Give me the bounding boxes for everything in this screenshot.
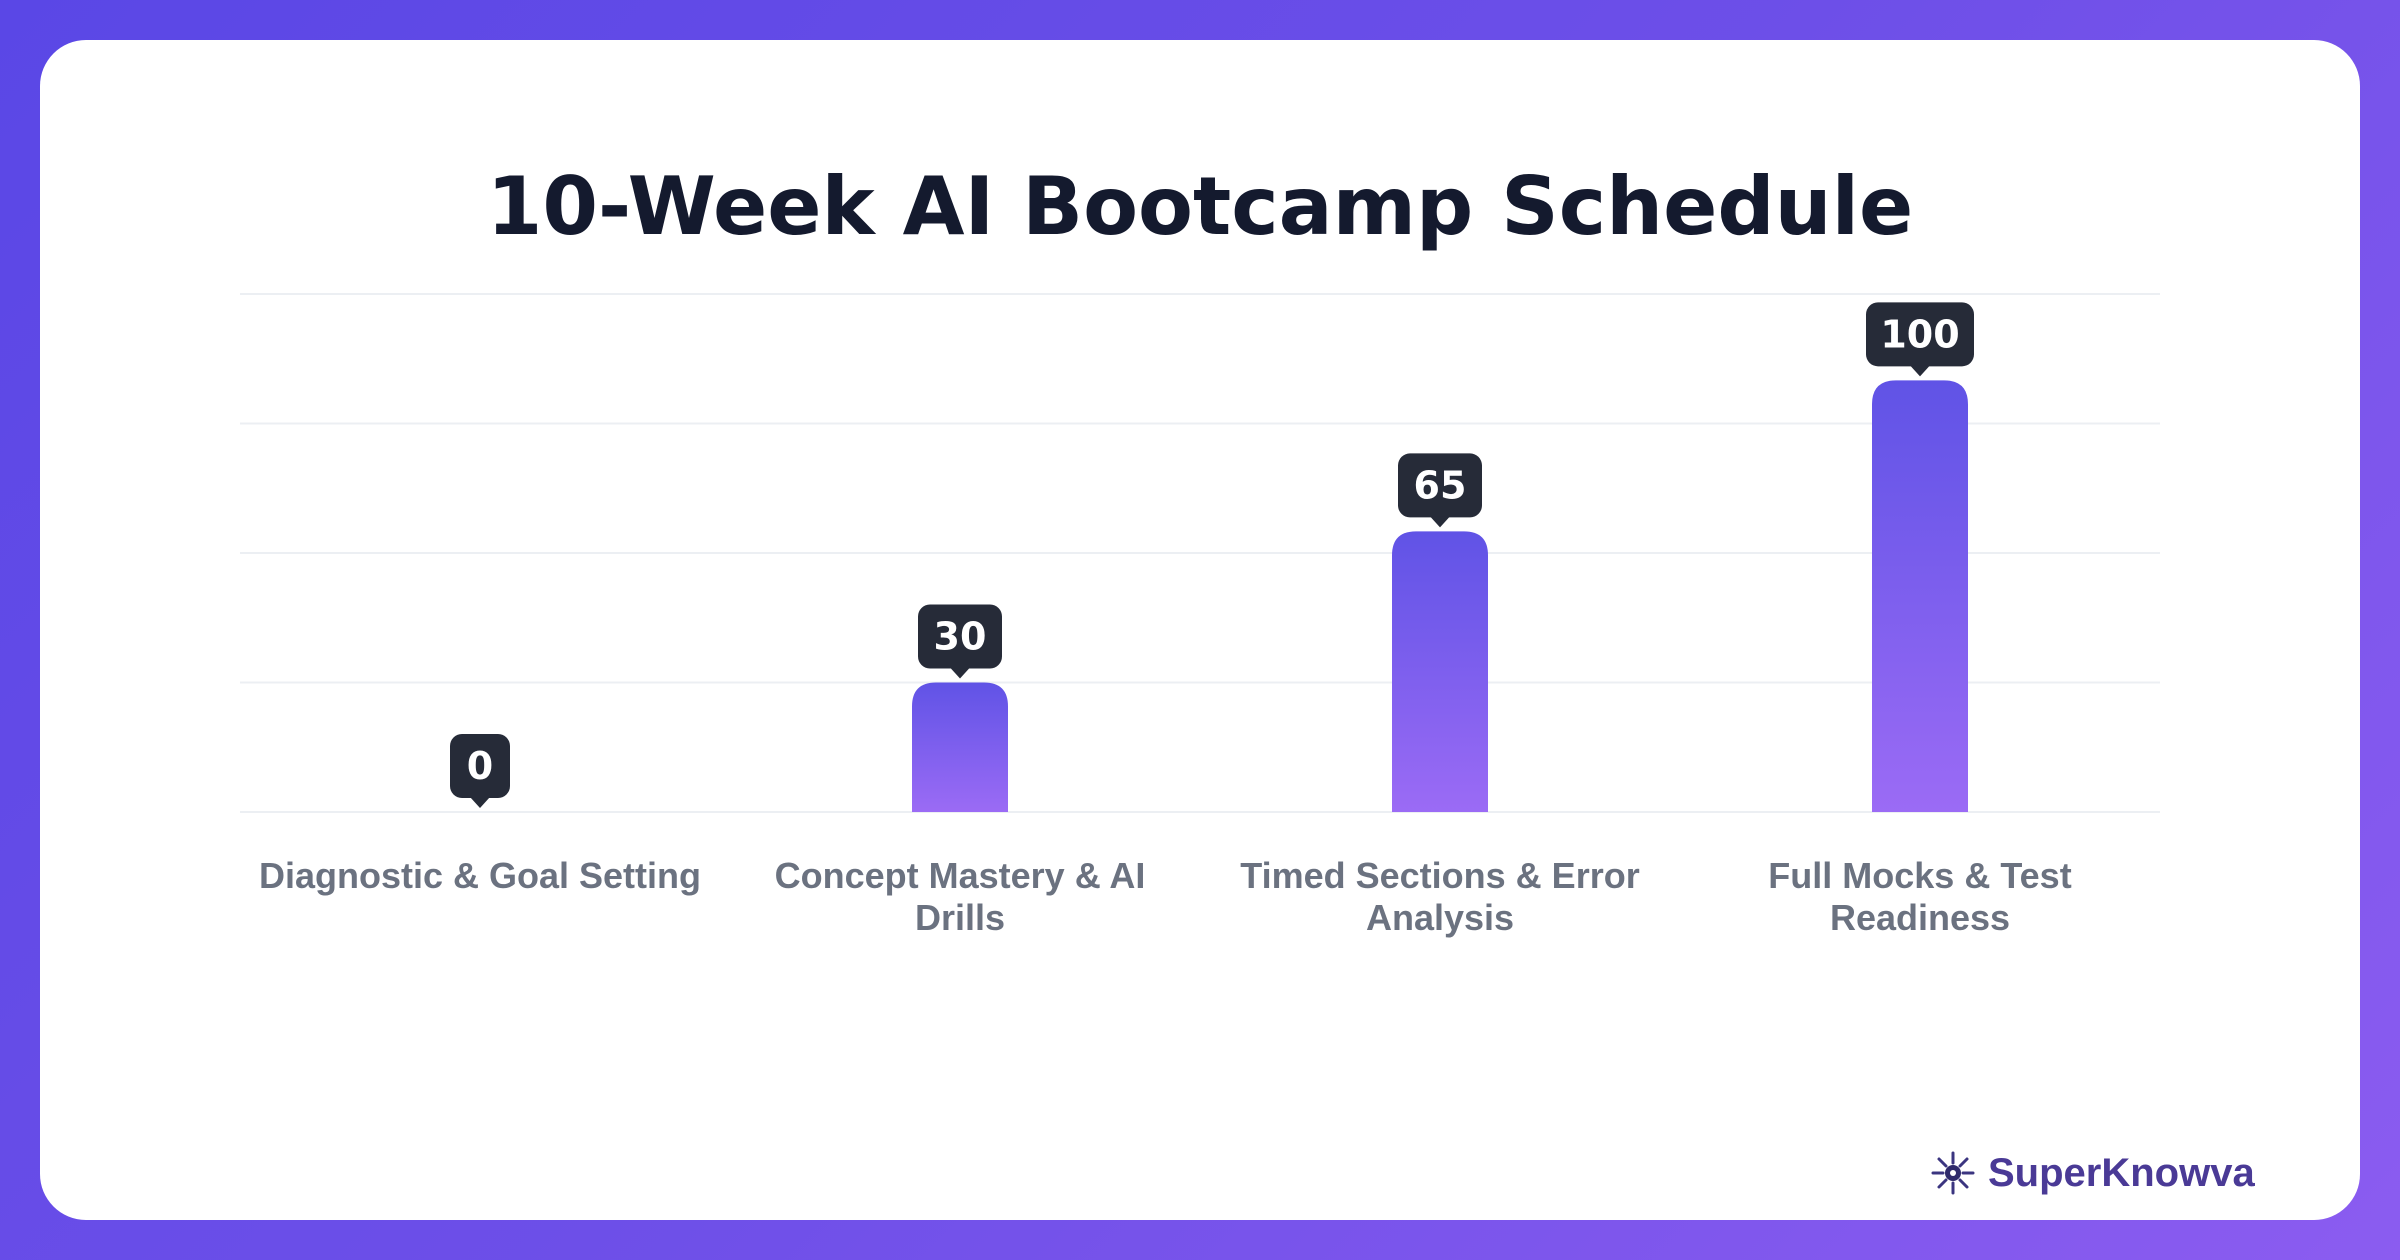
bar	[912, 682, 1008, 812]
bars	[912, 380, 1968, 812]
value-label-text: 100	[1880, 312, 1959, 356]
value-label-pointer	[950, 667, 970, 679]
value-label-box	[1398, 453, 1482, 518]
category-label: Timed Sections & Error Analysis	[1240, 855, 1639, 938]
value-label-text: 30	[934, 615, 987, 659]
brand-name: SuperKnowva	[1988, 1150, 2255, 1195]
category-label: Concept Mastery & AI Drills	[775, 855, 1146, 938]
value-label: 65	[1398, 453, 1482, 528]
category-label: Full Mocks & Test Readiness	[1768, 855, 2071, 938]
value-label: 100	[1866, 302, 1974, 377]
chart-title: 10-Week AI Bootcamp Schedule	[486, 160, 1914, 253]
value-label-text: 65	[1414, 463, 1467, 507]
value-label-box	[918, 604, 1002, 669]
brand: SuperKnowva	[1930, 1150, 2255, 1196]
bar	[1872, 380, 1968, 812]
value-label-pointer	[470, 797, 490, 808]
starburst-logo-icon	[1931, 1151, 1975, 1195]
value-label-pointer	[1430, 516, 1450, 528]
value-label-box	[450, 734, 510, 798]
value-label-pointer	[1910, 365, 1930, 377]
value-label: 30	[918, 604, 1002, 679]
category-labels: Diagnostic & Goal Setting Concept Mastery…	[259, 855, 2072, 938]
value-labels: 0 30 65 100	[450, 302, 1974, 808]
chart-card	[40, 40, 2360, 1220]
value-label-text: 0	[467, 744, 493, 788]
value-label-box	[1866, 302, 1974, 367]
bar	[1392, 531, 1488, 812]
value-label: 0	[450, 734, 510, 808]
category-label: Diagnostic & Goal Setting	[259, 855, 701, 896]
gridlines	[240, 293, 2160, 813]
